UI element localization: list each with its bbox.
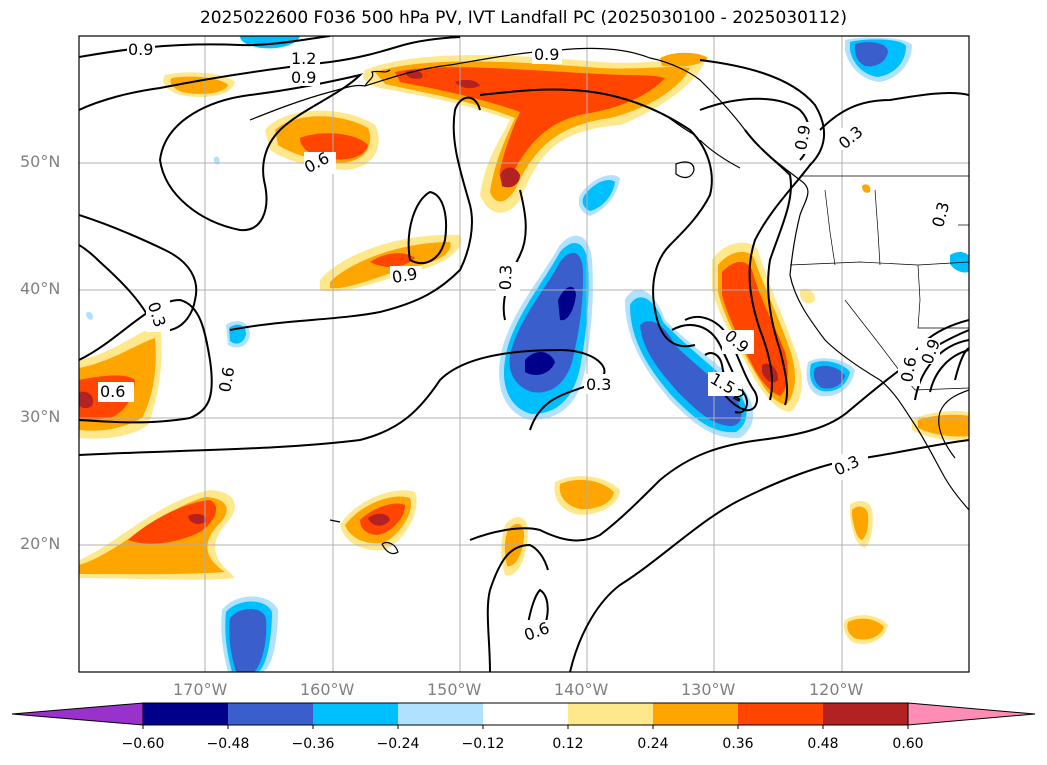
colorbar-tick-label: 0.48 [807, 736, 839, 752]
map-frame [78, 35, 970, 673]
positive-anomaly-fills [79, 52, 969, 645]
colorbar-tick-label: 0.24 [637, 736, 669, 752]
colorbar-tick-label: −0.36 [291, 736, 335, 752]
colorbar-tick-label: 0.12 [552, 736, 584, 752]
colorbar-extension-high [907, 702, 1036, 726]
colorbar-segment [653, 703, 738, 725]
colorbar-segment [568, 703, 653, 725]
contour-label: 0.9 [128, 40, 154, 59]
colorbar-segment [823, 703, 908, 725]
negative-anomaly-fills [86, 36, 969, 672]
colorbar [11, 702, 1036, 729]
contour-label: 1.2 [291, 49, 317, 68]
lat-label-20n: 20°N [20, 534, 61, 553]
colorbar-segment [398, 703, 483, 725]
colorbar-tick-label: −0.24 [376, 736, 420, 752]
contour-label: 0.9 [534, 45, 560, 64]
colorbar-frame [142, 702, 909, 726]
lat-label-30n: 30°N [20, 407, 61, 426]
colorbar-segment [228, 703, 313, 725]
lon-label-150w: 150°W [427, 680, 482, 699]
lon-label-120w: 120°W [809, 680, 864, 699]
colorbar-segment [313, 703, 398, 725]
lon-label-140w: 140°W [554, 680, 609, 699]
colorbar-tick-label: −0.12 [461, 736, 505, 752]
colorbar-segment [483, 703, 568, 725]
contour-label: 0.3 [586, 375, 612, 394]
colorbar-extension-low [11, 702, 144, 726]
contour-label: 0.9 [291, 68, 317, 87]
map-title: 2025022600 F036 500 hPa PV, IVT Landfall… [199, 8, 847, 28]
colorbar-segment [143, 703, 228, 725]
lon-label-160w: 160°W [300, 680, 355, 699]
colorbar-segment [738, 703, 823, 725]
lat-label-40n: 40°N [20, 279, 61, 298]
colorbar-tick-label: −0.48 [206, 736, 250, 752]
contour-label: 0.6 [100, 382, 126, 401]
contour-label-backgrounds [98, 40, 952, 646]
colorbar-tick-label: 0.36 [722, 736, 754, 752]
lon-label-130w: 130°W [681, 680, 736, 699]
colorbar-tick-label: −0.60 [121, 736, 165, 752]
lat-label-50n: 50°N [20, 152, 61, 171]
colorbar-tick-label: 0.60 [892, 736, 924, 752]
lon-label-170w: 170°W [173, 680, 228, 699]
contour-label: 0.3 [495, 264, 516, 291]
map-content [79, 36, 969, 672]
